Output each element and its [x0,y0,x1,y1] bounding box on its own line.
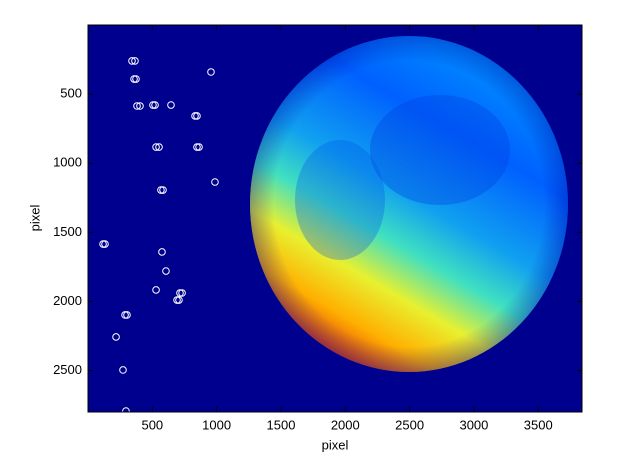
point [149,101,157,109]
x-tick-label: 500 [141,417,163,432]
x-tick-label: 1000 [202,417,231,432]
point [195,143,203,151]
point [157,186,165,194]
point [112,333,120,341]
point [173,296,181,304]
point [122,407,130,412]
point [151,101,159,109]
point [99,240,107,248]
point [193,143,201,151]
x-tick-label: 2500 [395,417,424,432]
point [158,248,166,256]
y-tick-label: 2000 [53,293,82,308]
point [132,75,140,83]
point [121,311,129,319]
x-tick-label: 1500 [267,417,296,432]
point [175,296,183,304]
point [128,57,136,65]
x-axis-label: pixel [322,437,349,452]
y-tick-label: 2500 [53,362,82,377]
point [211,178,219,186]
point [162,267,170,275]
point [207,68,215,76]
point [152,286,160,294]
point [136,102,144,110]
point [131,57,139,65]
moon-rim [250,36,568,372]
point [133,102,141,110]
x-tick-label: 3000 [459,417,488,432]
x-tick-label: 3500 [524,417,553,432]
point [123,311,131,319]
y-tick-label: 1000 [53,155,82,170]
point [191,112,199,120]
point [176,289,184,297]
y-axis-label: pixel [27,205,42,232]
points [99,57,219,412]
y-tick-label: 500 [60,86,82,101]
y-tick-label: 1500 [53,224,82,239]
x-tick-label: 2000 [331,417,360,432]
point [152,143,160,151]
point [155,143,163,151]
point [101,240,109,248]
point [167,101,175,109]
moon-image [250,36,568,372]
point [130,75,138,83]
point [178,289,186,297]
point [193,112,201,120]
axes-frame [87,24,583,413]
point [119,366,127,374]
point [159,186,167,194]
